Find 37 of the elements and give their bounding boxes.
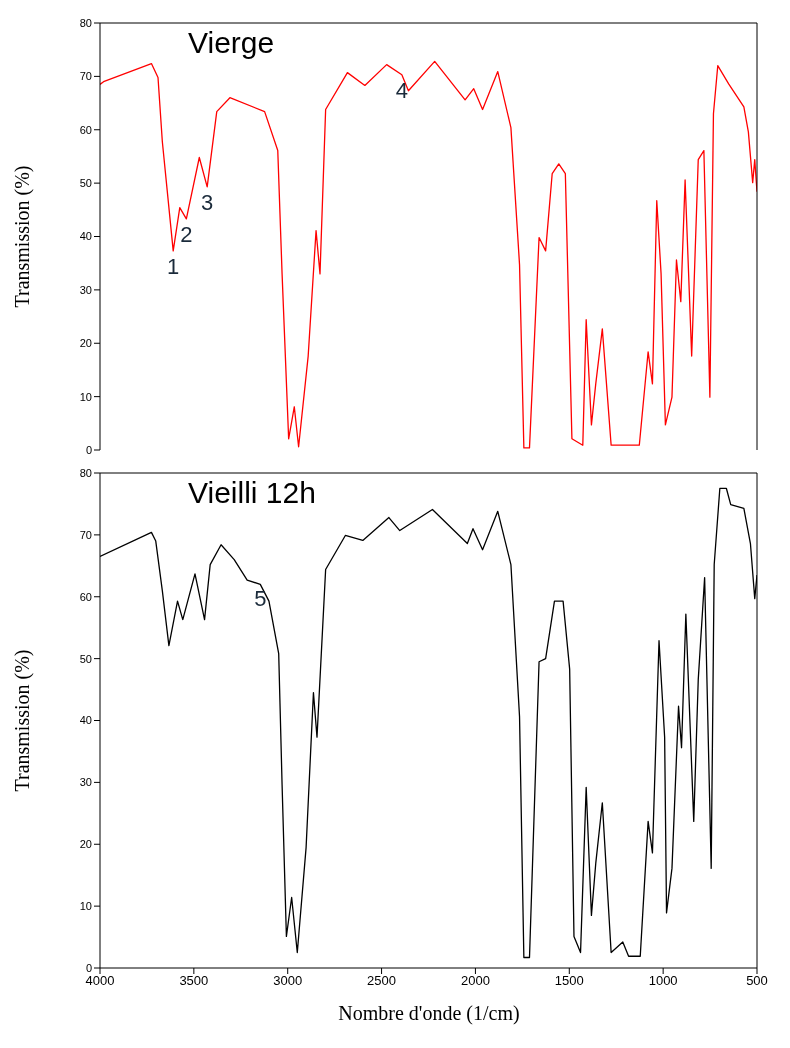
y-tick-label: 30 <box>79 776 92 789</box>
x-tick-label: 4000 <box>85 973 115 989</box>
y-tick-label: 60 <box>79 590 92 603</box>
x-tick-label: 1500 <box>554 973 584 989</box>
y-tick-label: 50 <box>79 652 92 665</box>
x-tick-label: 3500 <box>179 973 209 989</box>
y-tick-label: 0 <box>85 443 92 456</box>
y-tick-label: 70 <box>79 528 92 541</box>
annotation: 3 <box>201 190 214 216</box>
y-tick-label: 50 <box>79 177 92 190</box>
x-tick-label: 3000 <box>273 973 303 989</box>
y-tick-label: 40 <box>79 230 92 243</box>
chart-title: Vierge <box>188 26 275 60</box>
annotation: 4 <box>395 78 408 103</box>
line-series <box>100 60 757 449</box>
x-tick-label: 500 <box>746 973 768 989</box>
y-tick-label: 20 <box>79 838 92 851</box>
y-tick-label: 20 <box>79 337 92 350</box>
y-tick-label: 0 <box>85 961 92 974</box>
y-tick-label: 10 <box>79 900 92 913</box>
x-tick-label: 2500 <box>367 973 397 989</box>
x-tick-label: 1000 <box>648 973 678 989</box>
y-tick-label: 10 <box>79 390 92 403</box>
chart-title: Vieilli 12h <box>188 476 316 510</box>
y-tick-label: 80 <box>79 466 92 479</box>
x-axis-title: Nombre d'onde (1/cm) <box>337 1002 521 1025</box>
annotation: 5 <box>254 585 267 611</box>
y-axis-title: Transmission (%) <box>11 649 35 792</box>
x-tick-label: 2000 <box>460 973 490 989</box>
y-tick-label: 30 <box>79 283 92 296</box>
annotation: 2 <box>180 222 193 248</box>
y-tick-label: 70 <box>79 70 92 83</box>
y-axis-title: Transmission (%) <box>11 165 35 308</box>
y-tick-label: 40 <box>79 714 92 727</box>
annotation: 1 <box>167 254 180 280</box>
y-tick-label: 80 <box>79 16 92 29</box>
y-tick-label: 60 <box>79 123 92 136</box>
